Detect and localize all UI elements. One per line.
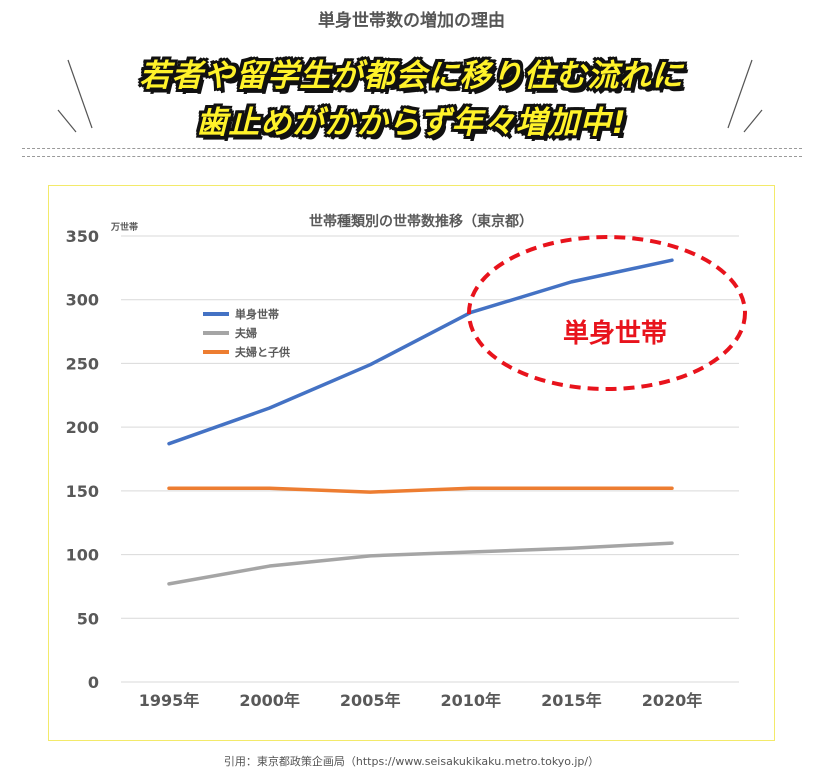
y-tick-label: 350 [66, 227, 99, 246]
line-chart: 世帯種類別の世帯数推移（東京都） 万世帯 0 50 100 150 200 250 300 3… [66, 213, 747, 710]
y-tick-label: 50 [77, 609, 99, 628]
legend-label-1: 夫婦 [235, 326, 257, 340]
divider-dashed-bottom [22, 156, 802, 157]
x-tick-label: 2020年 [642, 691, 703, 710]
x-tick-label: 2005年 [340, 691, 401, 710]
y-tick-label: 300 [66, 291, 99, 310]
x-tick-label: 1995年 [139, 691, 200, 710]
x-tick-label: 2000年 [239, 691, 300, 710]
legend-label-0: 単身世帯 [235, 307, 279, 321]
series-line-2 [167, 486, 674, 494]
y-tick-label: 0 [88, 673, 99, 692]
legend-label-2: 夫婦と子供 [235, 345, 290, 359]
y-tick-label: 250 [66, 354, 99, 373]
y-tick-label: 200 [66, 418, 99, 437]
y-tick-label: 150 [66, 482, 99, 501]
annotation-label: 単身世帯 [563, 318, 667, 349]
series-line-0 [167, 258, 674, 446]
x-tick-label: 2015年 [541, 691, 602, 710]
page-subtitle: 単身世帯数の増加の理由 [318, 11, 505, 31]
decorative-lines [57, 59, 763, 133]
annotation-ellipse [467, 235, 747, 391]
source-citation: 引用：東京都政策企画局（https://www.seisakukikaku.me… [223, 755, 600, 768]
headline-line-1: 若者や留学生が都会に移り住む流れに [139, 58, 684, 94]
series-line-1 [167, 541, 674, 586]
y-axis-unit-label: 万世帯 [110, 221, 138, 233]
y-tick-label: 100 [66, 546, 99, 565]
x-tick-label: 2010年 [441, 691, 502, 710]
chart-title: 世帯種類別の世帯数推移（東京都） [309, 213, 533, 230]
chart-frame: 世帯種類別の世帯数推移（東京都） 万世帯 0 50 100 150 200 250 300 3… [48, 185, 775, 741]
headline-line-2: 歯止めがかからず年々増加中! [196, 105, 627, 141]
divider-dashed-top [22, 148, 802, 149]
